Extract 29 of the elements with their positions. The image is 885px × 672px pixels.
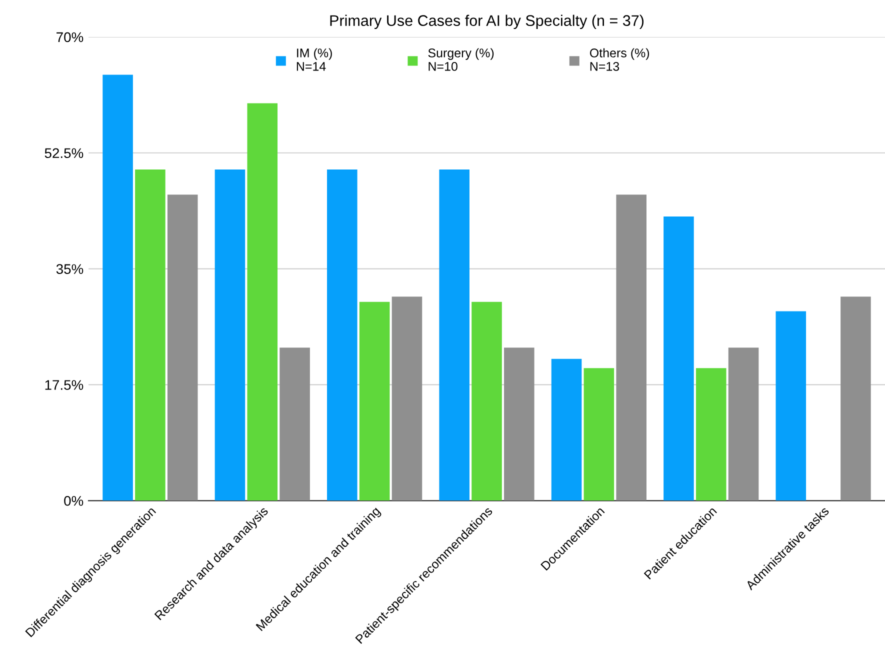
bar	[472, 302, 502, 501]
legend-label: Others (%) N=13	[590, 48, 650, 71]
bar	[392, 296, 422, 501]
bar	[728, 348, 759, 501]
bar	[504, 348, 534, 501]
bar	[439, 169, 470, 501]
bar	[280, 348, 310, 501]
bar	[247, 103, 278, 501]
bar	[696, 368, 726, 501]
y-tick-label: 0%	[64, 496, 84, 506]
bar	[584, 368, 614, 501]
bar	[840, 296, 871, 501]
legend-label: IM (%) N=14	[296, 48, 332, 71]
bar	[359, 302, 390, 501]
bar	[102, 74, 133, 501]
chart-title: Primary Use Cases for AI by Specialty (n = 37)	[330, 14, 644, 30]
y-tick-label: 52.5%	[44, 148, 84, 158]
y-tick-label: 70%	[56, 32, 84, 42]
bar	[167, 194, 198, 501]
bar	[616, 194, 646, 501]
legend-label: Surgery (%) N=10	[428, 48, 494, 71]
bar	[327, 169, 358, 501]
y-tick-label: 17.5%	[45, 380, 84, 390]
bar	[664, 216, 694, 501]
bar	[551, 358, 582, 501]
bar	[135, 169, 166, 501]
bar	[214, 169, 246, 501]
y-tick-label: 35%	[56, 264, 84, 274]
bar	[776, 311, 806, 501]
